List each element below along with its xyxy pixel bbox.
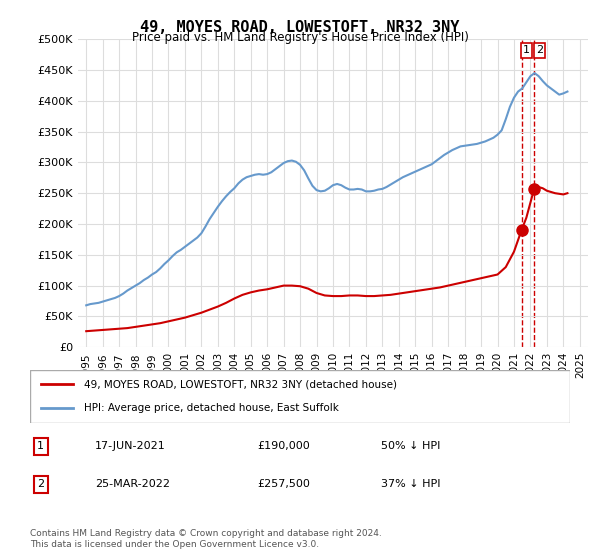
Text: Contains HM Land Registry data © Crown copyright and database right 2024.
This d: Contains HM Land Registry data © Crown c… (30, 529, 382, 549)
Text: HPI: Average price, detached house, East Suffolk: HPI: Average price, detached house, East… (84, 403, 339, 413)
Text: Price paid vs. HM Land Registry's House Price Index (HPI): Price paid vs. HM Land Registry's House … (131, 31, 469, 44)
Text: 49, MOYES ROAD, LOWESTOFT, NR32 3NY: 49, MOYES ROAD, LOWESTOFT, NR32 3NY (140, 20, 460, 35)
Text: £190,000: £190,000 (257, 441, 310, 451)
Text: 17-JUN-2021: 17-JUN-2021 (95, 441, 166, 451)
FancyBboxPatch shape (30, 370, 570, 423)
Text: 25-MAR-2022: 25-MAR-2022 (95, 479, 170, 489)
Text: 37% ↓ HPI: 37% ↓ HPI (381, 479, 440, 489)
Text: 2: 2 (37, 479, 44, 489)
Text: 49, MOYES ROAD, LOWESTOFT, NR32 3NY (detached house): 49, MOYES ROAD, LOWESTOFT, NR32 3NY (det… (84, 380, 397, 390)
Text: 2: 2 (536, 45, 543, 55)
Text: £257,500: £257,500 (257, 479, 310, 489)
Text: 1: 1 (37, 441, 44, 451)
Text: 1: 1 (523, 45, 530, 55)
Text: 50% ↓ HPI: 50% ↓ HPI (381, 441, 440, 451)
